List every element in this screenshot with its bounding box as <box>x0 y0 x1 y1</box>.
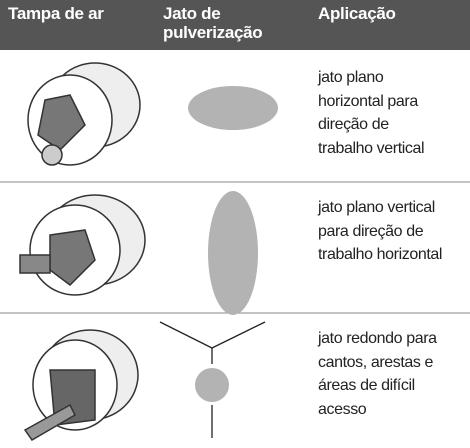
application-line: trabalho vertical <box>318 139 425 157</box>
application-line: horizontal para <box>318 92 418 110</box>
application-line: jato plano vertical <box>318 199 435 216</box>
nozzle-cap <box>19 194 146 296</box>
application-line: trabalho horizontal <box>318 246 443 263</box>
header-cell: Aplicação <box>318 4 396 23</box>
nozzle-cap <box>23 329 139 441</box>
application-line: jato redondo para <box>318 330 437 347</box>
header-line: pulverização <box>163 23 263 42</box>
table-header: Tampa de ar Jato de pulverização Aplicaçã… <box>0 0 470 50</box>
header-cell: Jato de pulverização <box>163 4 263 42</box>
application-line: para direção de <box>318 222 424 240</box>
flat-horizontal-jet <box>188 86 278 130</box>
header-line: Jato de <box>163 4 221 23</box>
flat-vertical-jet <box>208 191 258 315</box>
application-line: cantos, arestas e <box>318 353 434 371</box>
header-cell: Tampa de ar <box>8 4 104 23</box>
application-line: direção de <box>318 116 389 133</box>
application-cell: jato plano vertical para direção de trabal… <box>318 196 442 267</box>
nozzle-cap <box>27 62 141 166</box>
application-line: acesso <box>318 400 367 418</box>
application-line: jato plano <box>318 69 384 86</box>
round-jet-lines <box>159 321 266 438</box>
round-jet <box>195 368 229 402</box>
application-line: áreas de difícil <box>318 377 415 394</box>
application-cell: jato redondo para cantos, arestas e áreas … <box>318 327 437 421</box>
application-cell: jato plano horizontal para direção de traba… <box>318 66 425 160</box>
